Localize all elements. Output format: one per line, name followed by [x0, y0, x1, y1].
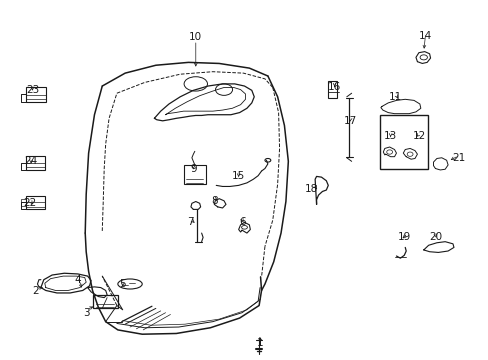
Text: 17: 17: [344, 116, 357, 126]
Text: 22: 22: [23, 198, 37, 208]
Text: 11: 11: [388, 92, 401, 102]
Text: 1: 1: [257, 338, 264, 348]
Bar: [26, 196, 45, 210]
Bar: [26, 156, 45, 170]
Text: 14: 14: [418, 31, 431, 41]
Text: 3: 3: [82, 308, 89, 318]
Bar: [92, 295, 118, 309]
Text: 16: 16: [327, 82, 341, 92]
Text: 19: 19: [397, 232, 410, 242]
Bar: [26, 87, 46, 102]
Text: 18: 18: [305, 184, 318, 194]
Bar: [183, 165, 205, 184]
Text: 7: 7: [187, 217, 194, 227]
Text: 5: 5: [119, 279, 126, 289]
Text: 8: 8: [210, 196, 217, 206]
Text: 10: 10: [189, 32, 202, 42]
Text: 13: 13: [383, 131, 396, 141]
Text: 15: 15: [231, 171, 245, 181]
Bar: [379, 116, 427, 168]
Text: 23: 23: [26, 85, 39, 95]
Text: 12: 12: [412, 131, 426, 141]
Text: 24: 24: [24, 156, 38, 166]
Text: 4: 4: [75, 275, 81, 285]
Text: 21: 21: [451, 153, 465, 163]
Text: 2: 2: [33, 286, 39, 296]
Text: 20: 20: [428, 232, 441, 242]
Text: 9: 9: [190, 163, 196, 174]
Text: 6: 6: [238, 217, 245, 227]
Bar: [327, 81, 336, 98]
